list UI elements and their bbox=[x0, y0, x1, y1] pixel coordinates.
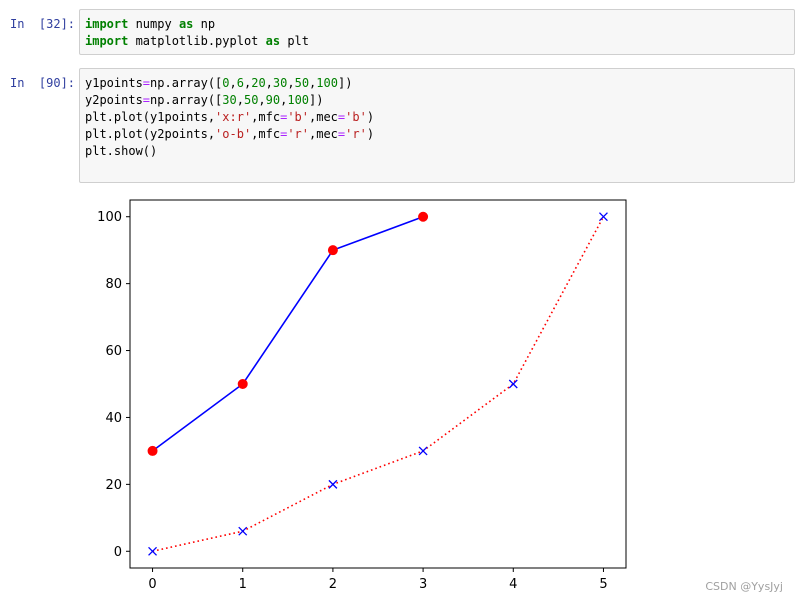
code-token: plt.show() bbox=[85, 144, 158, 158]
code-token: 'r' bbox=[287, 127, 309, 141]
code-token: ) bbox=[366, 127, 375, 141]
code-lines: import numpy as np import matplotlib.pypl… bbox=[85, 16, 789, 50]
code-line: plt.plot(y1points,'x:r',mfc='b',mec='b') bbox=[85, 109, 789, 126]
x-tick-label: 3 bbox=[419, 577, 427, 592]
code-token: 'r' bbox=[345, 127, 367, 141]
code-token: import bbox=[85, 17, 129, 31]
code-token: as bbox=[178, 17, 194, 31]
code-token: 50 bbox=[243, 93, 259, 107]
code-token: 100 bbox=[316, 76, 338, 90]
code-token: matplotlib.pyplot bbox=[128, 34, 266, 48]
code-token: , bbox=[258, 93, 266, 107]
code-token: ]) bbox=[309, 93, 324, 107]
code-token: , bbox=[265, 76, 273, 90]
code-token: = bbox=[142, 76, 151, 90]
y-tick-label: 80 bbox=[105, 277, 122, 292]
data-point-circle-marker bbox=[418, 211, 429, 222]
code-token: 30 bbox=[272, 76, 288, 90]
code-token: ]) bbox=[337, 76, 353, 90]
code-token: ,mec bbox=[309, 110, 338, 124]
code-token: 'b' bbox=[345, 110, 367, 124]
data-point-x-marker bbox=[418, 446, 428, 456]
code-line: y1points=np.array([0,6,20,30,50,100]) bbox=[85, 75, 789, 92]
code-lines: y1points=np.array([0,6,20,30,50,100]) y2p… bbox=[85, 75, 789, 160]
x-tick-label: 1 bbox=[239, 577, 247, 592]
code-token: , bbox=[309, 76, 317, 90]
data-point-circle-marker bbox=[327, 245, 338, 256]
x-tick-label: 4 bbox=[509, 577, 517, 592]
code-token: numpy bbox=[128, 17, 179, 31]
code-token: = bbox=[337, 127, 346, 141]
code-token: plt.plot(y2points, bbox=[85, 127, 216, 141]
series-line-1 bbox=[152, 216, 605, 553]
code-token: 30 bbox=[222, 93, 237, 107]
code-token: = bbox=[142, 93, 151, 107]
code-token: 'o-b' bbox=[215, 127, 252, 141]
x-tick-label: 5 bbox=[599, 577, 607, 592]
code-line: import numpy as np bbox=[85, 16, 789, 33]
code-token: 'b' bbox=[287, 110, 309, 124]
code-token: plt bbox=[280, 34, 309, 48]
x-tick-label: 2 bbox=[329, 577, 337, 592]
data-point-x-marker bbox=[328, 479, 338, 489]
code-cell-plot[interactable]: y1points=np.array([0,6,20,30,50,100]) y2p… bbox=[79, 68, 795, 183]
plot-output: 0 1 2 3 4 5 0 20 40 60 80 100 bbox=[80, 190, 640, 602]
code-line: plt.plot(y2points,'o-b',mfc='r',mec='r') bbox=[85, 126, 789, 143]
code-token: ,mec bbox=[309, 127, 338, 141]
data-point-x-marker bbox=[508, 379, 518, 389]
series-line-2 bbox=[152, 215, 424, 452]
code-token: np bbox=[193, 17, 216, 31]
code-line: y2points=np.array([30,50,90,100]) bbox=[85, 92, 789, 109]
y-tick-label: 40 bbox=[105, 411, 122, 426]
code-token: = bbox=[280, 127, 288, 141]
plot-frame bbox=[129, 199, 627, 569]
x-tick-label: 0 bbox=[148, 577, 156, 592]
watermark: CSDN @YysJyj bbox=[705, 580, 783, 593]
code-cell-imports[interactable]: import numpy as np import matplotlib.pypl… bbox=[79, 9, 795, 55]
code-token: , bbox=[280, 93, 288, 107]
code-line: plt.show() bbox=[85, 143, 789, 160]
code-token: y2points bbox=[85, 93, 143, 107]
code-token: 50 bbox=[294, 76, 310, 90]
data-point-circle-marker bbox=[147, 445, 158, 456]
cell-prompt-32: In [32]: bbox=[10, 17, 76, 31]
code-token: 90 bbox=[265, 93, 281, 107]
y-tick-label: 100 bbox=[97, 210, 122, 225]
code-token: , bbox=[229, 76, 237, 90]
y-tick-label: 20 bbox=[105, 478, 122, 493]
code-token: np.array([ bbox=[150, 76, 223, 90]
code-token: 0 bbox=[222, 76, 230, 90]
data-point-x-marker bbox=[598, 212, 608, 222]
code-token: , bbox=[287, 76, 295, 90]
code-token: ,mfc bbox=[251, 127, 281, 141]
data-point-x-marker bbox=[148, 546, 158, 556]
code-token: import bbox=[85, 34, 129, 48]
line-chart: 0 1 2 3 4 5 0 20 40 60 80 100 bbox=[97, 199, 627, 592]
code-token: ,mfc bbox=[251, 110, 281, 124]
data-point-circle-marker bbox=[237, 379, 248, 389]
code-token: 20 bbox=[251, 76, 266, 90]
code-token: 100 bbox=[287, 93, 310, 107]
code-token: 'x:r' bbox=[215, 110, 252, 124]
code-line: import matplotlib.pyplot as plt bbox=[85, 33, 789, 50]
code-token: = bbox=[337, 110, 346, 124]
code-token: 6 bbox=[236, 76, 244, 90]
code-token: , bbox=[243, 76, 252, 90]
y-tick-label: 0 bbox=[114, 545, 122, 560]
y-tick-label: 60 bbox=[105, 344, 122, 359]
code-token: as bbox=[265, 34, 281, 48]
code-token: ) bbox=[366, 110, 375, 124]
code-token: y1points bbox=[85, 76, 143, 90]
data-point-x-marker bbox=[238, 526, 248, 536]
code-token: np.array([ bbox=[150, 93, 223, 107]
code-token: plt.plot(y1points, bbox=[85, 110, 216, 124]
cell-prompt-90: In [90]: bbox=[10, 76, 76, 90]
code-token: , bbox=[236, 93, 244, 107]
code-token: = bbox=[280, 110, 288, 124]
